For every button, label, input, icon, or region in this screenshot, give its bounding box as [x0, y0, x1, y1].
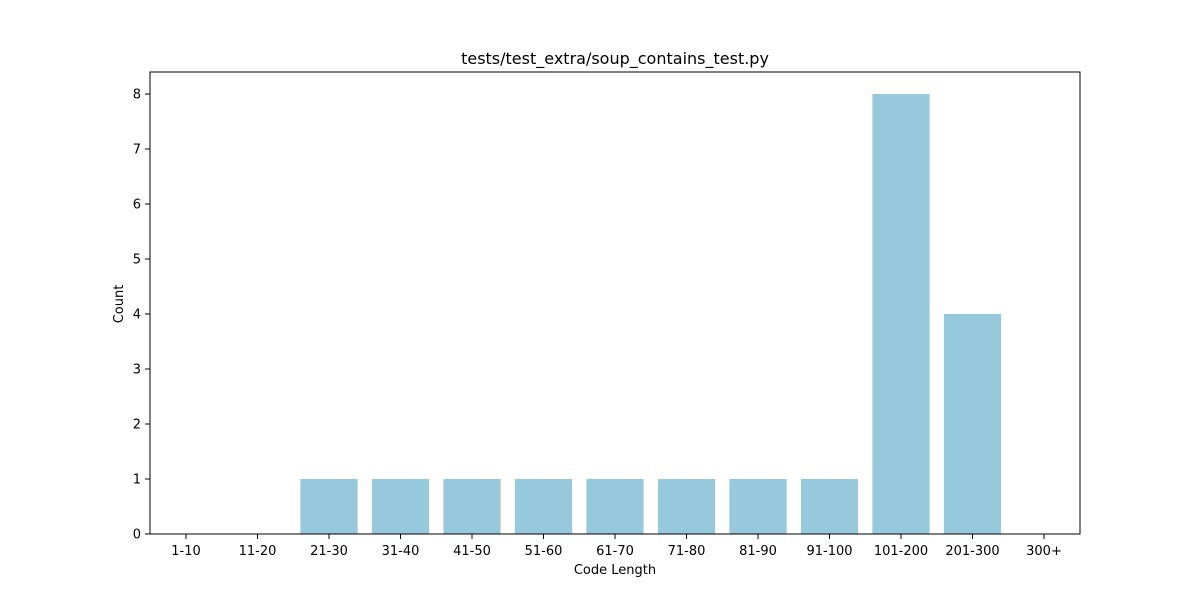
- x-tick-label: 81-90: [739, 544, 777, 559]
- y-tick-label: 8: [133, 88, 141, 103]
- y-tick-label: 5: [133, 253, 141, 268]
- y-tick-label: 3: [133, 363, 141, 378]
- bar-41-50: [443, 479, 500, 534]
- y-tick-label: 0: [133, 528, 141, 543]
- x-tick-label: 91-100: [806, 544, 852, 559]
- x-tick-label: 61-70: [596, 544, 634, 559]
- bar-71-80: [658, 479, 715, 534]
- x-tick-label: 1-10: [171, 544, 201, 559]
- y-tick-label: 6: [133, 198, 141, 213]
- x-axis: 1-10 11-20 21-30 31-40 41-50 51-60 61-70 71-80 8…: [171, 534, 1062, 559]
- x-tick-label: 300+: [1026, 544, 1062, 559]
- chart-title: tests/test_extra/soup_contains_test.py: [461, 49, 769, 69]
- bar-61-70: [586, 479, 643, 534]
- x-tick-label: 21-30: [310, 544, 348, 559]
- bars-group: [300, 94, 1001, 534]
- y-axis-label: Count: [112, 285, 127, 324]
- bar-21-30: [300, 479, 357, 534]
- x-tick-label: 31-40: [382, 544, 420, 559]
- x-tick-label: 51-60: [525, 544, 563, 559]
- bar-81-90: [729, 479, 786, 534]
- x-tick-label: 101-200: [874, 544, 928, 559]
- y-tick-label: 1: [133, 473, 141, 488]
- y-tick-label: 2: [133, 418, 141, 433]
- bar-201-300: [944, 314, 1001, 534]
- bar-51-60: [515, 479, 572, 534]
- x-axis-label: Code Length: [574, 563, 656, 578]
- y-tick-label: 4: [133, 308, 141, 323]
- bar-91-100: [801, 479, 858, 534]
- x-tick-label: 11-20: [239, 544, 277, 559]
- bar-101-200: [872, 94, 929, 534]
- y-tick-label: 7: [133, 143, 141, 158]
- plot-frame: [150, 72, 1080, 534]
- x-tick-label: 201-300: [945, 544, 999, 559]
- x-tick-label: 41-50: [453, 544, 491, 559]
- bar-31-40: [372, 479, 429, 534]
- y-axis: 0 1 2 3 4 5 6 7 8: [133, 88, 150, 543]
- x-tick-label: 71-80: [668, 544, 706, 559]
